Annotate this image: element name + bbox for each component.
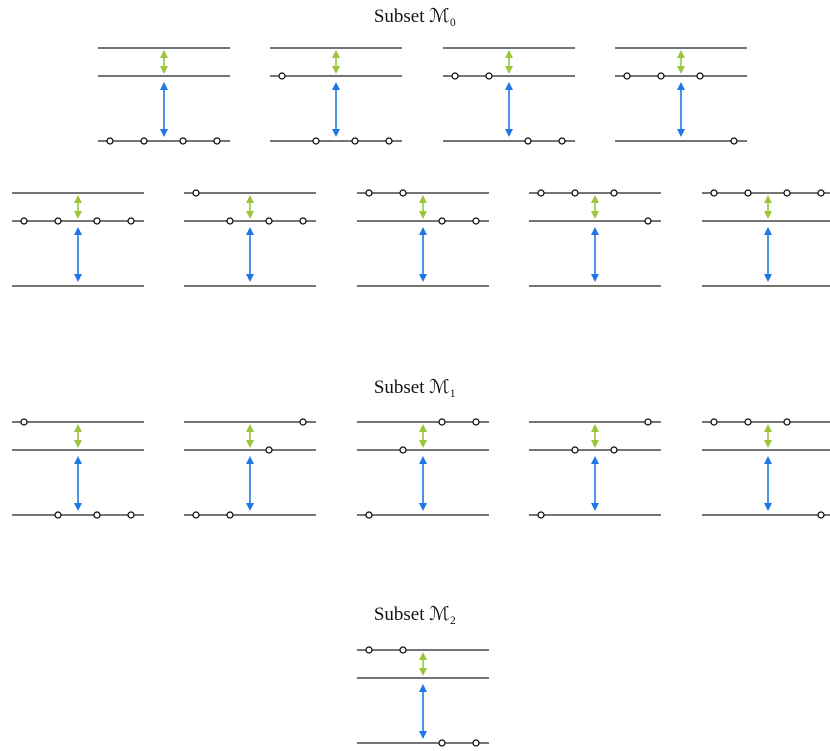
- particle: [710, 418, 718, 426]
- level-panel: [270, 47, 402, 145]
- level-panel: [357, 418, 489, 519]
- particle: [817, 189, 825, 197]
- particle: [524, 137, 532, 145]
- particle: [485, 72, 493, 80]
- section-title: Subset ℳ₀: [374, 6, 456, 27]
- particle: [537, 189, 545, 197]
- particle: [265, 217, 273, 225]
- particle: [127, 511, 135, 519]
- particle: [730, 137, 738, 145]
- particle: [571, 189, 579, 197]
- particle: [399, 646, 407, 654]
- particle: [537, 511, 545, 519]
- particle: [399, 446, 407, 454]
- particle: [472, 418, 480, 426]
- particle: [20, 418, 28, 426]
- particle: [299, 418, 307, 426]
- particle: [54, 511, 62, 519]
- particle: [179, 137, 187, 145]
- particle: [571, 446, 579, 454]
- particle: [472, 217, 480, 225]
- level-panel: [357, 189, 489, 287]
- particle: [351, 137, 359, 145]
- particle: [93, 217, 101, 225]
- level-panel: [615, 47, 747, 145]
- particle: [385, 137, 393, 145]
- level-panel: [98, 47, 230, 145]
- particle: [644, 418, 652, 426]
- level-panel: [529, 418, 661, 519]
- particle: [93, 511, 101, 519]
- particle: [312, 137, 320, 145]
- particle: [817, 511, 825, 519]
- particle: [265, 446, 273, 454]
- particle: [438, 739, 446, 747]
- section-title: Subset ℳ₂: [374, 604, 456, 625]
- particle: [657, 72, 665, 80]
- level-panel: [357, 646, 489, 747]
- particle: [192, 511, 200, 519]
- particle: [299, 217, 307, 225]
- level-panel: [184, 189, 316, 287]
- particle: [140, 137, 148, 145]
- level-panel: [529, 189, 661, 287]
- particle: [399, 189, 407, 197]
- particle: [213, 137, 221, 145]
- particle: [365, 511, 373, 519]
- particle: [472, 739, 480, 747]
- particle: [783, 418, 791, 426]
- level-panel: [702, 418, 830, 519]
- particle: [20, 217, 28, 225]
- particle: [365, 646, 373, 654]
- particle: [696, 72, 704, 80]
- particle: [610, 446, 618, 454]
- level-panel: [12, 418, 144, 519]
- particle: [451, 72, 459, 80]
- particle: [365, 189, 373, 197]
- particle: [226, 217, 234, 225]
- level-panel: [443, 47, 575, 145]
- particle: [192, 189, 200, 197]
- particle: [744, 189, 752, 197]
- level-panel: [702, 189, 830, 287]
- particle: [644, 217, 652, 225]
- particle: [744, 418, 752, 426]
- particle: [623, 72, 631, 80]
- panels: [12, 47, 830, 747]
- particle: [783, 189, 791, 197]
- particle: [54, 217, 62, 225]
- particle: [438, 418, 446, 426]
- particle: [106, 137, 114, 145]
- particle: [558, 137, 566, 145]
- particle: [127, 217, 135, 225]
- level-panel: [12, 192, 144, 287]
- particle: [278, 72, 286, 80]
- particle: [710, 189, 718, 197]
- section-title: Subset ℳ₁: [374, 377, 456, 398]
- particle: [226, 511, 234, 519]
- level-panel: [184, 418, 316, 519]
- particle: [610, 189, 618, 197]
- particle: [438, 217, 446, 225]
